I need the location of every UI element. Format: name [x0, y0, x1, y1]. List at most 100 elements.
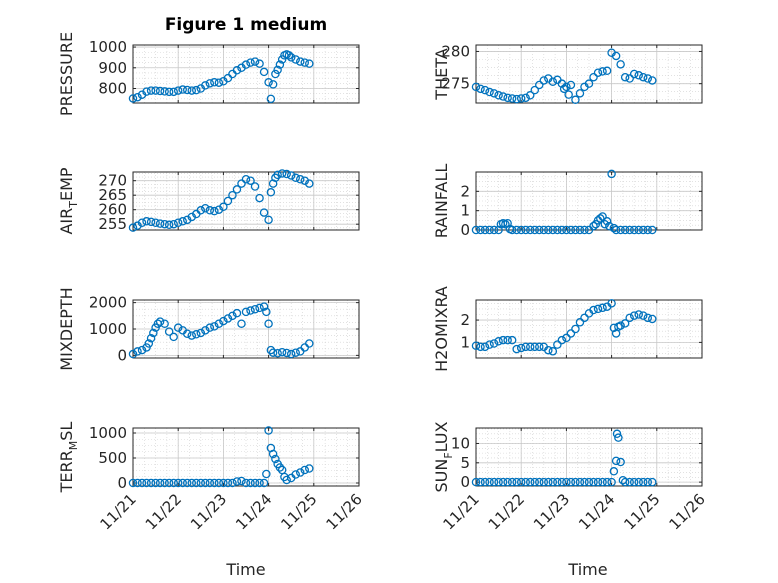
data-point — [275, 463, 285, 472]
data-point — [614, 433, 623, 442]
data-point — [498, 335, 508, 345]
data-point — [598, 303, 607, 313]
data-point — [539, 477, 549, 487]
y-tick-label: 1 — [460, 202, 470, 220]
y-label-part: SL — [57, 422, 76, 441]
data-point — [210, 206, 219, 216]
y-tick-label: 270 — [98, 172, 127, 190]
data-point — [596, 214, 605, 223]
data-point — [638, 311, 648, 320]
data-point — [471, 477, 481, 487]
data-point — [266, 188, 276, 197]
data-point — [512, 94, 521, 104]
data-point — [566, 80, 576, 90]
y-tick-label: 900 — [98, 59, 127, 77]
data-point — [516, 94, 526, 103]
data-point — [271, 454, 280, 464]
data-point — [250, 478, 260, 488]
y-tick-label: 280 — [441, 42, 470, 60]
data-point — [210, 478, 219, 488]
data-point — [580, 225, 589, 235]
data-point — [250, 304, 260, 314]
data-point — [485, 225, 494, 235]
data-point — [525, 91, 535, 100]
data-point — [300, 465, 310, 475]
data-point — [593, 304, 603, 314]
data-point — [598, 477, 607, 487]
data-point — [237, 476, 246, 486]
data-point — [291, 173, 300, 183]
data-point — [548, 77, 558, 86]
data-point — [286, 53, 296, 62]
data-point — [155, 317, 165, 326]
data-point — [128, 349, 138, 359]
data-point — [544, 477, 553, 487]
data-point — [305, 179, 314, 188]
data-point — [196, 206, 206, 215]
data-point — [259, 302, 269, 311]
data-point — [625, 313, 634, 323]
data-point — [286, 349, 296, 359]
data-point — [589, 305, 598, 315]
data-point — [620, 477, 630, 487]
data-point — [485, 477, 494, 487]
data-point — [268, 80, 278, 89]
data-point — [196, 328, 206, 338]
data-point — [146, 217, 156, 227]
data-point — [589, 221, 598, 231]
x-axis-label-left: Time — [225, 560, 265, 579]
data-point — [286, 171, 296, 180]
data-point — [625, 74, 634, 83]
data-point — [241, 307, 251, 317]
subplot-6: 1 2 H2OMIXRA — [432, 286, 703, 372]
data-point — [562, 333, 571, 343]
data-point — [262, 307, 271, 317]
data-point — [566, 225, 576, 235]
data-point — [611, 51, 621, 61]
data-point — [284, 51, 294, 60]
data-point — [607, 169, 616, 179]
data-point — [160, 219, 169, 229]
data-point — [266, 345, 276, 355]
data-point — [241, 478, 251, 488]
data-point — [219, 202, 228, 212]
data-point — [648, 225, 657, 235]
data-point — [255, 59, 264, 68]
data-point — [305, 464, 314, 473]
data-point — [539, 225, 549, 235]
data-point — [607, 477, 616, 487]
x-tick-label: 11/23 — [530, 490, 573, 533]
data-point — [273, 170, 282, 180]
data-point — [232, 477, 242, 486]
data-point — [503, 477, 512, 487]
data-point — [295, 468, 305, 477]
axes-box — [132, 171, 360, 231]
x-tick-label: 11/23 — [187, 490, 230, 533]
data-point — [498, 92, 508, 101]
y-label-subscript: M — [67, 441, 80, 451]
y-tick-label: 10 — [451, 434, 470, 452]
subplot-1: 800 900 1000 PRESSURE — [57, 32, 360, 116]
y-tick-label: 0 — [460, 473, 470, 491]
axes-box — [132, 44, 360, 104]
y-axis-label: TERRMSL — [57, 422, 80, 494]
x-tick-label: 11/22 — [142, 490, 185, 533]
data-point — [530, 477, 540, 487]
data-point — [571, 95, 580, 105]
data-point — [629, 311, 639, 320]
data-point — [612, 429, 622, 439]
data-point — [282, 348, 291, 358]
x-tick-label: 11/26 — [323, 490, 366, 533]
axes-box — [475, 44, 703, 104]
data-point — [530, 225, 540, 235]
y-axis-label: RAINFALL — [432, 164, 451, 239]
data-point — [620, 72, 630, 82]
data-point — [268, 449, 278, 459]
data-point — [187, 86, 197, 95]
data-point — [616, 321, 625, 330]
data-point — [503, 93, 512, 103]
data-point — [146, 478, 156, 488]
data-point — [277, 55, 287, 64]
data-point — [507, 335, 517, 345]
data-point — [228, 311, 237, 321]
